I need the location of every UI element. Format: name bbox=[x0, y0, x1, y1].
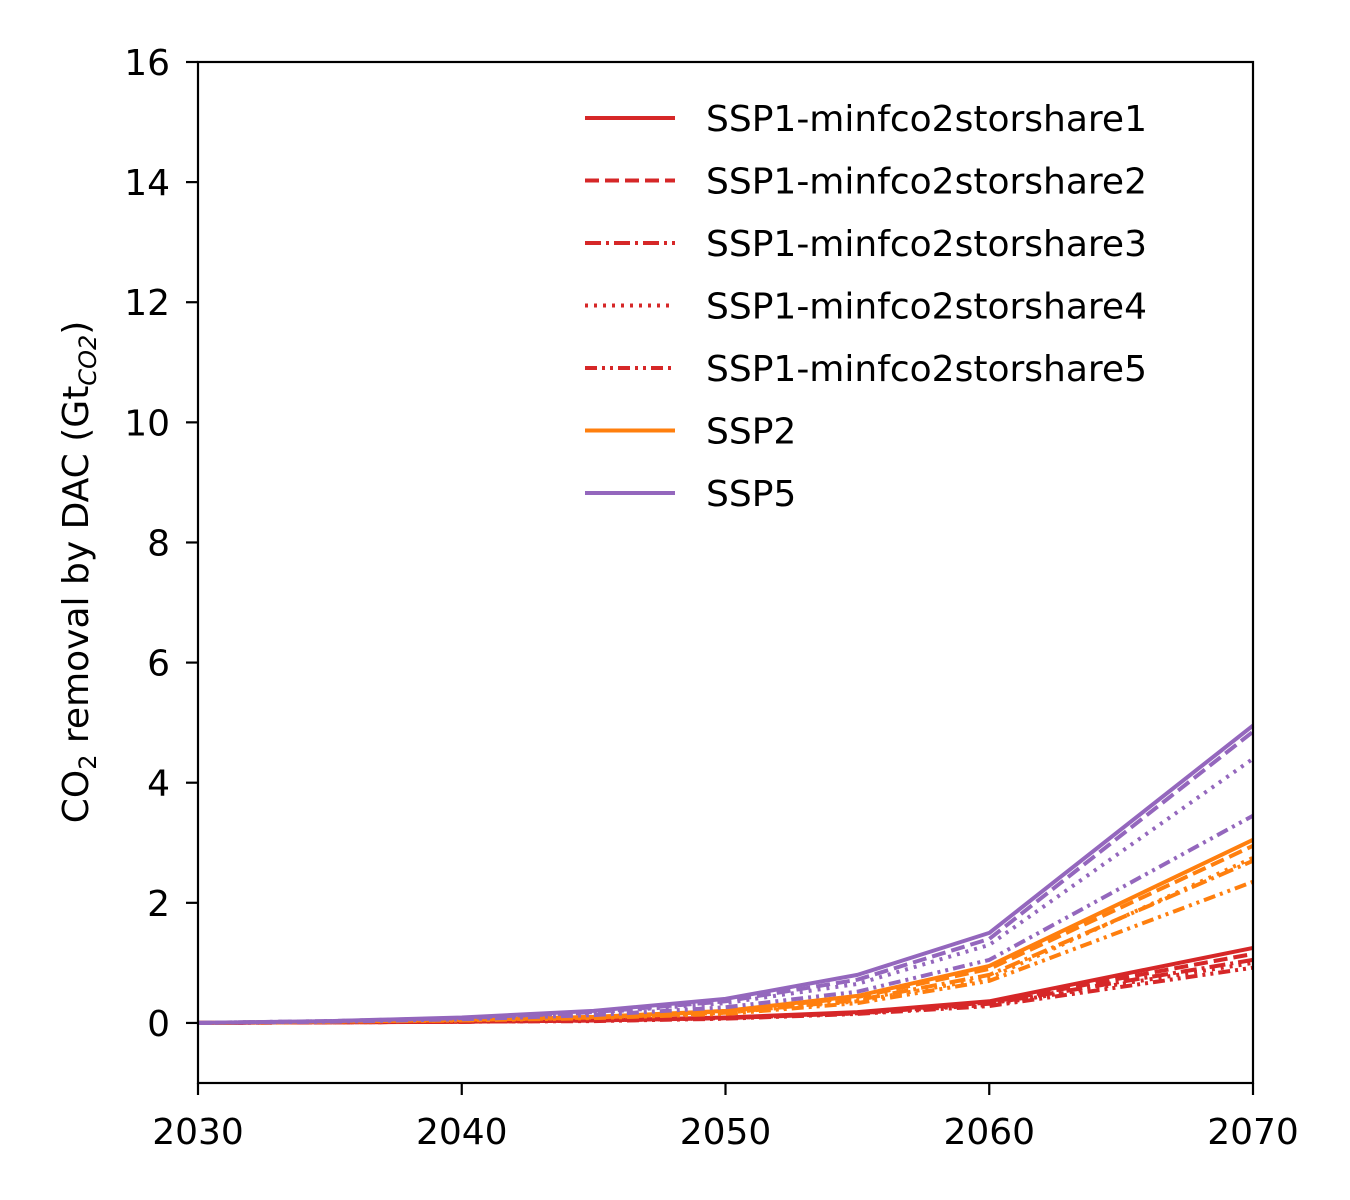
y-tick-label: 8 bbox=[147, 523, 170, 564]
series-line-ssp1-dashdotdot bbox=[197, 965, 1254, 1025]
x-tick-label: 2040 bbox=[416, 1112, 508, 1153]
legend-label: SSP1-minfco2storshare3 bbox=[706, 224, 1147, 265]
y-axis-label: CO2 removal by DAC (GtCO2) bbox=[56, 321, 102, 824]
legend-label: SSP1-minfco2storshare1 bbox=[706, 99, 1147, 140]
legend-label: SSP1-minfco2storshare4 bbox=[706, 287, 1147, 328]
y-tick-label: 10 bbox=[124, 403, 170, 444]
x-axis: 2030 2040 2050 2060 2070 bbox=[152, 1083, 1299, 1153]
y-tick-label: 4 bbox=[147, 764, 170, 805]
x-tick-label: 2060 bbox=[943, 1112, 1035, 1153]
x-tick-label: 2030 bbox=[152, 1112, 244, 1153]
y-tick-label: 0 bbox=[147, 1004, 170, 1045]
legend-label: SSP1-minfco2storshare5 bbox=[706, 349, 1147, 390]
legend: SSP1-minfco2storshare1 SSP1-minfco2storsh… bbox=[585, 99, 1147, 515]
legend-label: SSP1-minfco2storshare2 bbox=[706, 162, 1147, 203]
y-axis-label-middle: removal by DAC (Gt bbox=[56, 386, 97, 755]
y-axis-label-subscript: 2 bbox=[74, 755, 102, 770]
y-tick-label: 14 bbox=[124, 163, 170, 204]
y-axis-label-main: CO bbox=[56, 770, 97, 823]
y-axis: 0 2 4 6 8 10 12 14 16 bbox=[124, 43, 198, 1045]
plot-lines bbox=[197, 724, 1255, 1025]
x-tick-label: 2050 bbox=[680, 1112, 772, 1153]
series-line-ssp5-dotted bbox=[197, 757, 1255, 1025]
y-tick-label: 12 bbox=[124, 283, 170, 324]
y-tick-label: 2 bbox=[147, 884, 170, 925]
y-axis-label-end: ) bbox=[56, 321, 97, 335]
y-tick-label: 16 bbox=[124, 43, 170, 84]
legend-label: SSP5 bbox=[706, 474, 796, 515]
series-line-ssp2-dashed bbox=[197, 843, 1254, 1025]
x-tick-label: 2070 bbox=[1207, 1112, 1299, 1153]
y-tick-label: 6 bbox=[147, 644, 170, 685]
y-axis-label-unit-subscript: CO2 bbox=[74, 335, 102, 386]
legend-label: SSP2 bbox=[706, 412, 796, 453]
